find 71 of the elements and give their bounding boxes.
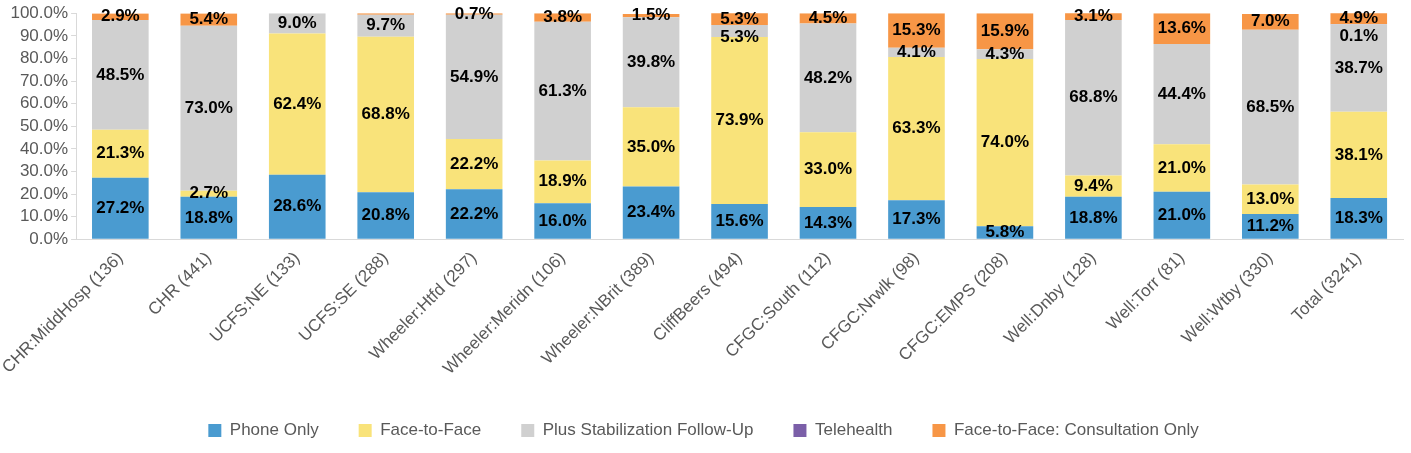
data-label: 35.0% (626, 136, 676, 156)
y-tick-label: 100.0% (10, 2, 69, 22)
data-label: 74.0% (980, 132, 1030, 152)
data-label: 62.4% (273, 93, 322, 113)
data-label: 20.8% (361, 205, 410, 225)
data-label: 33.0% (803, 159, 853, 179)
data-label: 38.7% (1334, 57, 1383, 77)
data-label: 18.3% (1334, 208, 1383, 228)
data-label: 22.2% (450, 203, 499, 223)
y-tick-label: 60.0% (19, 93, 69, 113)
y-tick-label: 90.0% (19, 25, 69, 45)
data-label: 48.5% (96, 64, 145, 84)
data-label: 21.0% (1157, 205, 1206, 225)
data-label: 28.6% (273, 196, 322, 216)
data-label: 5.4% (189, 9, 229, 29)
data-label: 4.9% (1339, 8, 1379, 28)
data-label: 11.2% (1246, 216, 1294, 236)
y-tick-label: 50.0% (19, 115, 69, 135)
data-label: 21.0% (1157, 157, 1206, 177)
y-tick-label: 70.0% (19, 70, 69, 90)
legend-label: Face-to-Face: Consultation Only (953, 420, 1200, 440)
y-tick-label: 30.0% (19, 161, 69, 181)
data-label: 5.3% (720, 26, 759, 46)
legend-label: Plus Stabilization Follow-Up (542, 420, 754, 440)
data-label: 18.9% (538, 171, 587, 191)
data-label: 4.1% (897, 42, 936, 62)
legend-label: Face-to-Face (380, 420, 482, 440)
data-label: 73.0% (184, 97, 233, 117)
data-label: 5.3% (720, 8, 759, 28)
data-label: 68.8% (361, 104, 410, 124)
data-label: 15.6% (715, 211, 764, 231)
data-label: 15.3% (892, 20, 941, 40)
data-label: 9.7% (366, 15, 406, 35)
data-label: 54.9% (450, 66, 499, 86)
y-tick-label: 20.0% (19, 183, 69, 203)
data-label: 0.7% (454, 3, 494, 23)
y-tick-label: 10.0% (19, 206, 69, 226)
data-label: 7.0% (1250, 11, 1290, 31)
data-label: 39.8% (626, 51, 676, 71)
data-label: 3.8% (543, 7, 582, 27)
data-label: 17.3% (892, 209, 941, 229)
data-label: 0.1% (1339, 26, 1379, 46)
data-label: 48.2% (803, 67, 853, 87)
data-label: 5.8% (985, 222, 1025, 242)
data-label: 44.4% (1157, 83, 1206, 103)
data-label: 63.3% (892, 118, 941, 138)
legend-label: Telehealth (814, 420, 893, 440)
data-label: 4.5% (808, 7, 848, 27)
data-label: 73.9% (715, 110, 764, 130)
data-label: 9.4% (1074, 175, 1113, 195)
data-label: 13.6% (1157, 18, 1206, 38)
data-label: 9.0% (277, 13, 317, 33)
data-label: 13.0% (1246, 188, 1295, 208)
data-label: 4.3% (985, 43, 1025, 63)
data-label: 18.8% (184, 207, 233, 227)
data-label: 68.5% (1246, 96, 1295, 116)
data-label: 15.9% (980, 20, 1030, 40)
y-tick-label: 0.0% (29, 229, 69, 249)
legend-label: Phone Only (229, 420, 320, 440)
y-tick-label: 40.0% (19, 138, 69, 158)
y-tick-label: 80.0% (19, 48, 69, 68)
data-label: 21.3% (96, 143, 145, 163)
data-label: 18.8% (1069, 207, 1118, 227)
data-label: 16.0% (538, 210, 587, 230)
data-label: 14.3% (803, 212, 853, 232)
data-label: 68.8% (1069, 87, 1118, 107)
data-label: 27.2% (96, 198, 145, 218)
data-label: 38.1% (1334, 144, 1383, 164)
data-label: 22.2% (450, 153, 499, 173)
data-label: 61.3% (538, 80, 587, 100)
data-label: 23.4% (626, 202, 676, 222)
